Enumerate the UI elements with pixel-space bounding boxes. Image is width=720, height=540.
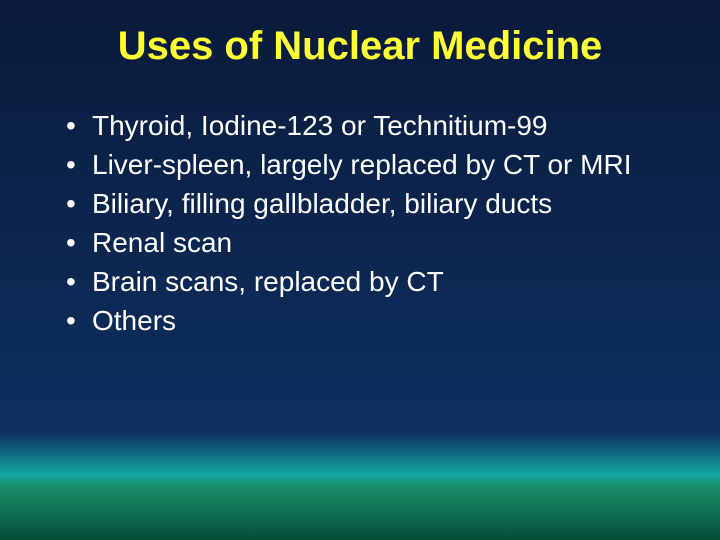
slide-body: Thyroid, Iodine-123 or Technitium-99 Liv… — [0, 78, 720, 338]
list-item: Others — [60, 303, 680, 338]
list-item: Biliary, filling gallbladder, biliary du… — [60, 186, 680, 221]
bullet-list: Thyroid, Iodine-123 or Technitium-99 Liv… — [60, 108, 680, 338]
list-item: Thyroid, Iodine-123 or Technitium-99 — [60, 108, 680, 143]
slide: Uses of Nuclear Medicine Thyroid, Iodine… — [0, 0, 720, 540]
list-item: Liver-spleen, largely replaced by CT or … — [60, 147, 680, 182]
list-item: Brain scans, replaced by CT — [60, 264, 680, 299]
list-item: Renal scan — [60, 225, 680, 260]
slide-title: Uses of Nuclear Medicine — [0, 0, 720, 78]
